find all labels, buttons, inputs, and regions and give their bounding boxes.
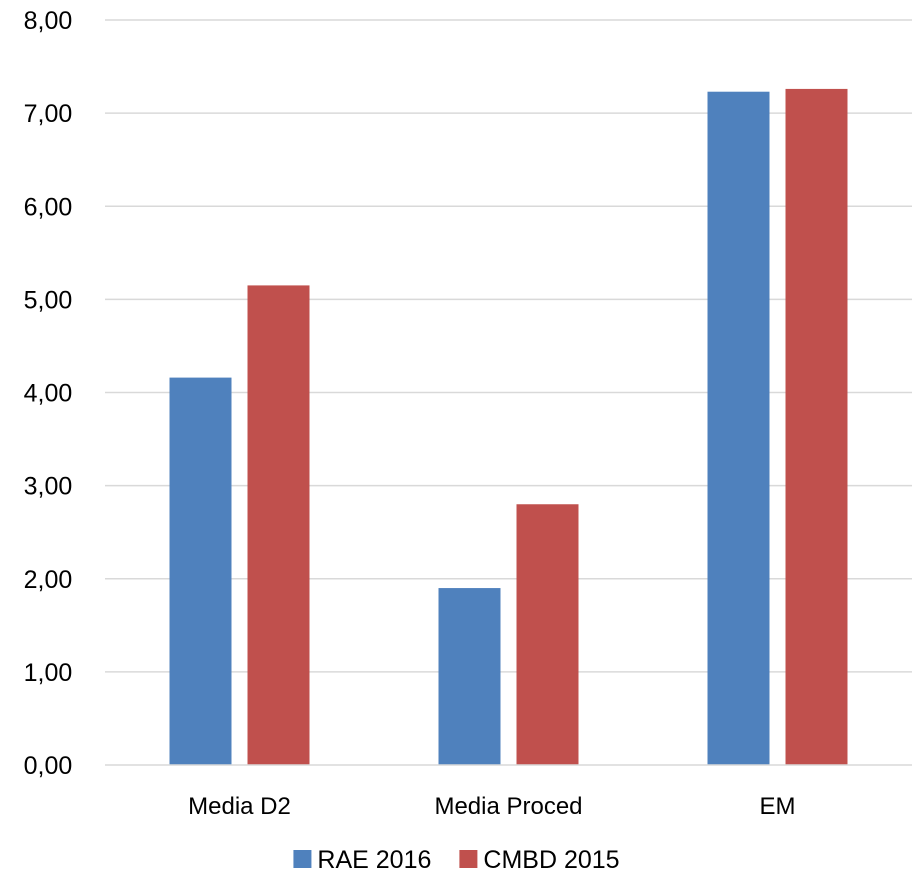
y-tick-label: 6,00 (24, 193, 73, 221)
bar-cmbd-2015-media-d2 (247, 285, 310, 765)
y-tick-label: 5,00 (24, 286, 73, 314)
y-tick-label: 7,00 (24, 100, 73, 128)
legend-label: RAE 2016 (317, 846, 431, 874)
y-tick-label: 3,00 (24, 473, 73, 501)
x-category-label: Media D2 (188, 793, 291, 820)
x-category-label: Media Proced (434, 793, 582, 820)
bars (169, 88, 848, 766)
x-axis-category-labels: Media D2 Media Proced EM (188, 793, 795, 820)
bar-rae-2016-em (707, 91, 770, 766)
y-axis-tick-labels: 0,00 1,00 2,00 3,00 4,00 5,00 6,00 7,00 8,00 (24, 7, 73, 780)
y-tick-label: 8,00 (24, 7, 73, 35)
legend: RAE 2016 CMBD 2015 (293, 846, 620, 874)
legend-swatch-rae-2016 (293, 850, 312, 868)
y-tick-label: 1,00 (24, 659, 73, 687)
legend-label: CMBD 2015 (483, 846, 619, 874)
legend-swatch-cmbd-2015 (459, 850, 478, 868)
bar-cmbd-2015-media-proced (516, 504, 579, 765)
bar-rae-2016-media-proced (438, 588, 501, 765)
y-tick-label: 2,00 (24, 566, 73, 594)
y-tick-label: 4,00 (24, 380, 73, 408)
bar-rae-2016-media-d2 (169, 377, 232, 765)
gridlines (105, 19, 912, 673)
x-category-label: EM (760, 793, 796, 820)
bar-cmbd-2015-em (785, 88, 848, 766)
y-tick-label: 0,00 (24, 752, 73, 780)
